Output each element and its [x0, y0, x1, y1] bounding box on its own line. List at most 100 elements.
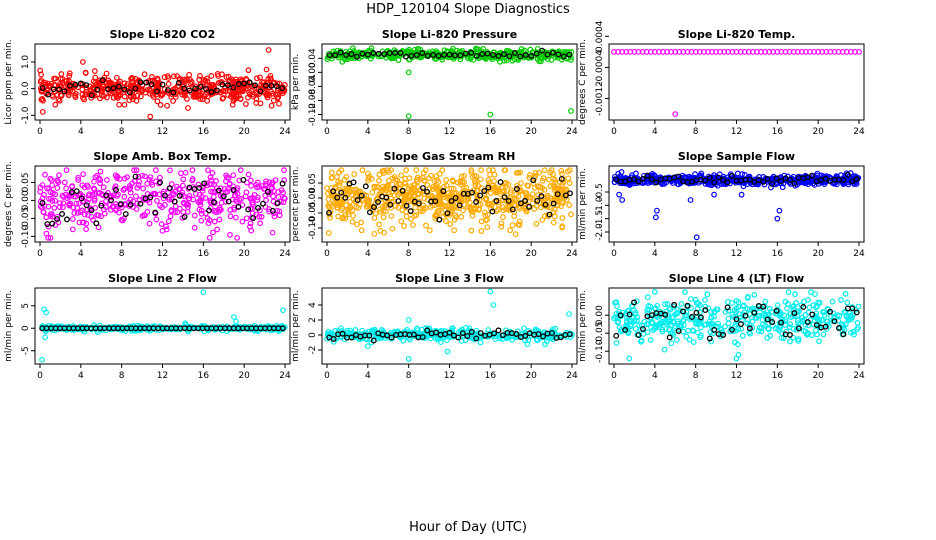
data-point: [325, 196, 332, 203]
data-point: [192, 190, 199, 197]
data-point: [80, 171, 87, 178]
data-point: [483, 195, 490, 202]
data-point: [99, 88, 105, 95]
data-point: [413, 167, 420, 174]
data-point: [347, 198, 353, 205]
data-point: [47, 211, 54, 218]
data-point: [103, 94, 110, 101]
hourly-point: [528, 53, 535, 59]
panel-5: Slope Gas Stream RH percent per min. 0 4 8 12…: [291, 150, 578, 259]
data-point: [814, 331, 820, 338]
data-point: [816, 338, 822, 345]
data-point: [525, 194, 532, 201]
hourly-point: [326, 209, 332, 216]
x-tick-label: 0: [324, 127, 330, 137]
data-point: [85, 184, 91, 190]
data-point: [744, 305, 751, 312]
hourly-point: [424, 188, 430, 195]
data-point: [762, 298, 769, 305]
data-point: [487, 171, 493, 178]
x-tick-label: 8: [119, 371, 125, 381]
data-point: [346, 187, 353, 194]
x-tick-label: 4: [365, 249, 371, 259]
data-point: [351, 171, 358, 178]
hourly-point: [738, 321, 744, 328]
data-point: [264, 79, 271, 86]
outlier-point: [265, 47, 272, 53]
data-point: [176, 77, 183, 83]
data-point: [128, 76, 134, 82]
hourly-point: [468, 329, 475, 335]
data-point: [371, 230, 378, 237]
data-point: [101, 93, 107, 99]
hourly-point: [147, 194, 154, 201]
data-point: [147, 174, 154, 180]
hourly-point: [706, 175, 713, 181]
data-point: [257, 220, 264, 227]
hourly-point: [671, 301, 678, 308]
data-point: [537, 187, 544, 194]
data-point: [110, 94, 117, 101]
data-point: [758, 328, 765, 335]
data-point: [433, 211, 439, 218]
data-point: [139, 172, 146, 179]
data-point: [842, 290, 849, 297]
data-point: [775, 326, 782, 332]
hourly-point: [430, 52, 437, 58]
data-point: [121, 101, 128, 108]
data-point: [239, 218, 246, 225]
hourly-point: [112, 186, 119, 193]
hourly-point: [451, 332, 457, 339]
data-point: [328, 169, 335, 176]
data-point: [234, 234, 241, 241]
data-point: [280, 189, 286, 196]
hourly-point: [255, 204, 261, 211]
x-tick-label: 12: [157, 127, 168, 137]
hourly-point: [192, 85, 199, 92]
hourly-point: [560, 53, 567, 60]
hourly-point: [666, 334, 673, 341]
hourly-point: [742, 312, 749, 319]
y-tick-label: 0.00: [21, 190, 31, 210]
data-point: [237, 167, 244, 174]
data-point: [156, 180, 162, 187]
data-point: [760, 306, 767, 313]
panel-title: Slope Li-820 CO2: [110, 28, 216, 41]
data-point: [263, 92, 270, 99]
data-point: [376, 221, 382, 228]
data-point: [38, 88, 45, 95]
y-tick-label: -0.05: [595, 322, 605, 345]
hourly-point: [137, 79, 144, 86]
data-point: [376, 206, 383, 213]
data-point: [202, 77, 209, 84]
data-point: [124, 174, 130, 181]
data-point: [82, 69, 89, 76]
hourly-point: [274, 200, 281, 206]
hourly-point: [469, 189, 475, 196]
data-point: [734, 170, 741, 177]
data-point: [541, 167, 548, 174]
hourly-point: [505, 198, 512, 204]
data-point: [133, 97, 140, 104]
hourly-point: [122, 211, 129, 217]
data-point: [329, 52, 335, 59]
data-point: [157, 101, 164, 108]
data-point: [249, 91, 256, 98]
hourly-point: [491, 330, 497, 337]
hourly-point: [157, 179, 163, 186]
y-tick-label: 1.0: [21, 55, 31, 70]
data-point: [146, 86, 153, 93]
data-point: [787, 338, 793, 345]
data-point: [208, 188, 214, 195]
hourly-point: [402, 53, 409, 60]
hourly-point: [534, 197, 541, 204]
data-point: [225, 175, 232, 181]
hourly-point: [684, 302, 691, 309]
data-point: [533, 220, 540, 227]
y-tick-label: 0.0: [21, 81, 31, 96]
data-point: [51, 204, 58, 211]
data-point: [88, 94, 95, 101]
data-point: [774, 302, 781, 309]
data-point: [72, 92, 78, 99]
outlier-point: [444, 348, 451, 355]
